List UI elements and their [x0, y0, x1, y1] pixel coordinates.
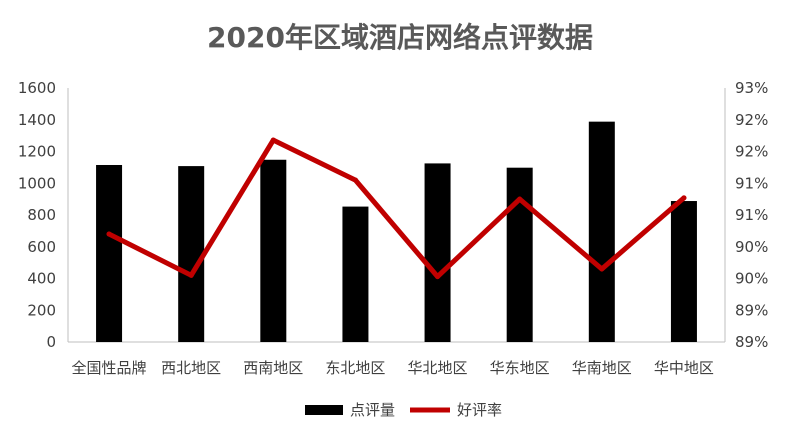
bar — [588, 121, 615, 342]
x-tick-label: 西北地区 — [161, 359, 221, 377]
legend: 点评量 好评率 — [305, 401, 502, 419]
line-point — [599, 266, 605, 272]
line-point — [681, 195, 687, 201]
series-line — [106, 137, 687, 280]
bar — [178, 166, 205, 342]
y-right-tick-label: 92% — [735, 143, 768, 161]
y-left-tick-label: 800 — [27, 206, 56, 224]
y-left-tick-label: 1200 — [18, 143, 56, 161]
x-tick-label: 全国性品牌 — [72, 359, 147, 377]
x-tick-label: 华北地区 — [408, 359, 468, 377]
y-left-tick-label: 200 — [27, 301, 56, 319]
y-right-tick-label: 91% — [735, 206, 768, 224]
y-right-tick-label: 90% — [735, 238, 768, 256]
x-tick-label: 东北地区 — [325, 359, 385, 377]
line-point — [517, 196, 523, 202]
y-right-tick-label: 89% — [735, 333, 768, 351]
bar — [342, 206, 369, 342]
x-tick-label: 华南地区 — [572, 359, 632, 377]
y-right-tick-label: 92% — [735, 111, 768, 129]
line-point — [435, 274, 441, 280]
bar — [506, 167, 533, 342]
plot-area: 0 200 400 600 800 1000 1200 1400 1600 89% 89% 90% 90… — [18, 79, 769, 377]
line-point — [188, 272, 194, 278]
y-left-tick-label: 1600 — [18, 79, 56, 97]
y-left-tick-label: 0 — [46, 333, 56, 351]
legend-bar-swatch — [305, 405, 343, 415]
y-left-tick-label: 1400 — [18, 111, 56, 129]
y-right-tick-label: 91% — [735, 174, 768, 192]
line-point — [270, 137, 276, 143]
line-point — [352, 177, 358, 183]
y-left-tick-label: 600 — [27, 238, 56, 256]
y-left-tick-label: 400 — [27, 270, 56, 288]
legend-bar-label: 点评量 — [350, 401, 395, 419]
chart-title: 2020年区域酒店网络点评数据 — [207, 21, 593, 54]
bar — [96, 164, 123, 342]
line-point — [106, 231, 112, 237]
y-left-tick-label: 1000 — [18, 174, 56, 192]
x-tick-label: 华中地区 — [654, 359, 714, 377]
bar — [424, 163, 451, 342]
x-tick-label: 西南地区 — [243, 359, 303, 377]
x-tick-label: 华东地区 — [490, 359, 550, 377]
bar — [670, 201, 697, 342]
y-right-tick-label: 89% — [735, 301, 768, 319]
legend-line-label: 好评率 — [457, 401, 502, 419]
y-right-tick-label: 93% — [735, 79, 768, 97]
bar — [260, 159, 287, 342]
y-right-tick-label: 90% — [735, 270, 768, 288]
